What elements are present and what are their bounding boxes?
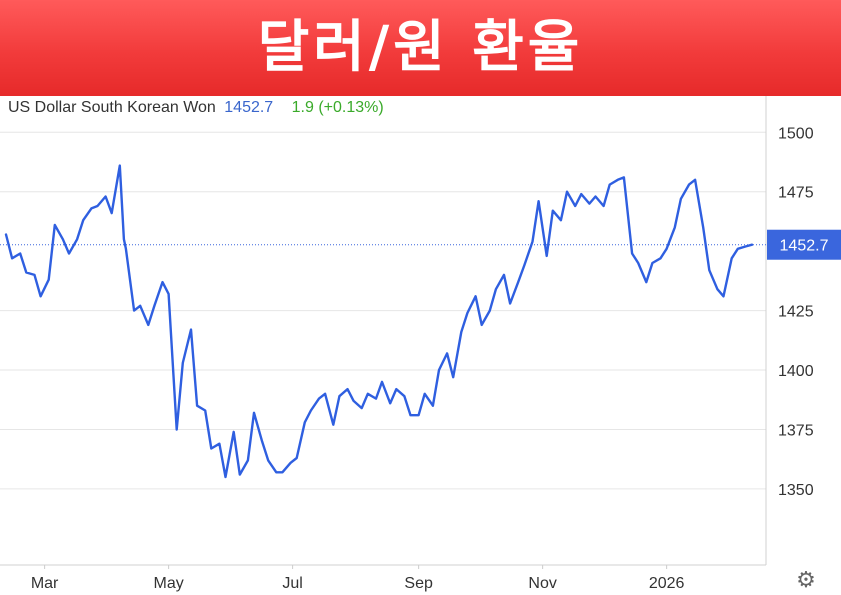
chart-legend: US Dollar South Korean Won 1452.7 1.9 (+… <box>8 99 384 119</box>
gear-icon: ⚙ <box>796 567 816 592</box>
y-tick-label: 1400 <box>778 363 814 380</box>
x-tick-label: 2026 <box>649 575 685 592</box>
legend-last-value: 1452.7 <box>224 99 274 116</box>
page-title: 달러/원 환율 <box>257 15 584 80</box>
y-tick-label: 1425 <box>778 304 814 321</box>
legend-series-name: US Dollar South Korean Won <box>8 99 216 116</box>
last-value-badge <box>767 229 841 260</box>
legend-change: 1.9 (+0.13%) <box>291 99 384 116</box>
series-line <box>4 164 754 479</box>
last-value-badge-label: 1452.7 <box>780 238 829 255</box>
y-tick-label: 1500 <box>778 125 814 142</box>
title-banner: 달러/원 환율 <box>0 0 841 96</box>
y-tick-label: 1375 <box>778 422 814 439</box>
settings-button[interactable]: ⚙ <box>794 568 818 592</box>
x-tick-label: Jul <box>282 575 302 592</box>
x-tick-label: May <box>153 575 183 592</box>
y-tick-label: 1475 <box>778 185 814 202</box>
y-tick-label: 1350 <box>778 482 814 499</box>
x-tick-label: Sep <box>404 575 433 592</box>
x-tick-label: Mar <box>31 575 59 592</box>
x-tick-label: Nov <box>528 575 556 592</box>
